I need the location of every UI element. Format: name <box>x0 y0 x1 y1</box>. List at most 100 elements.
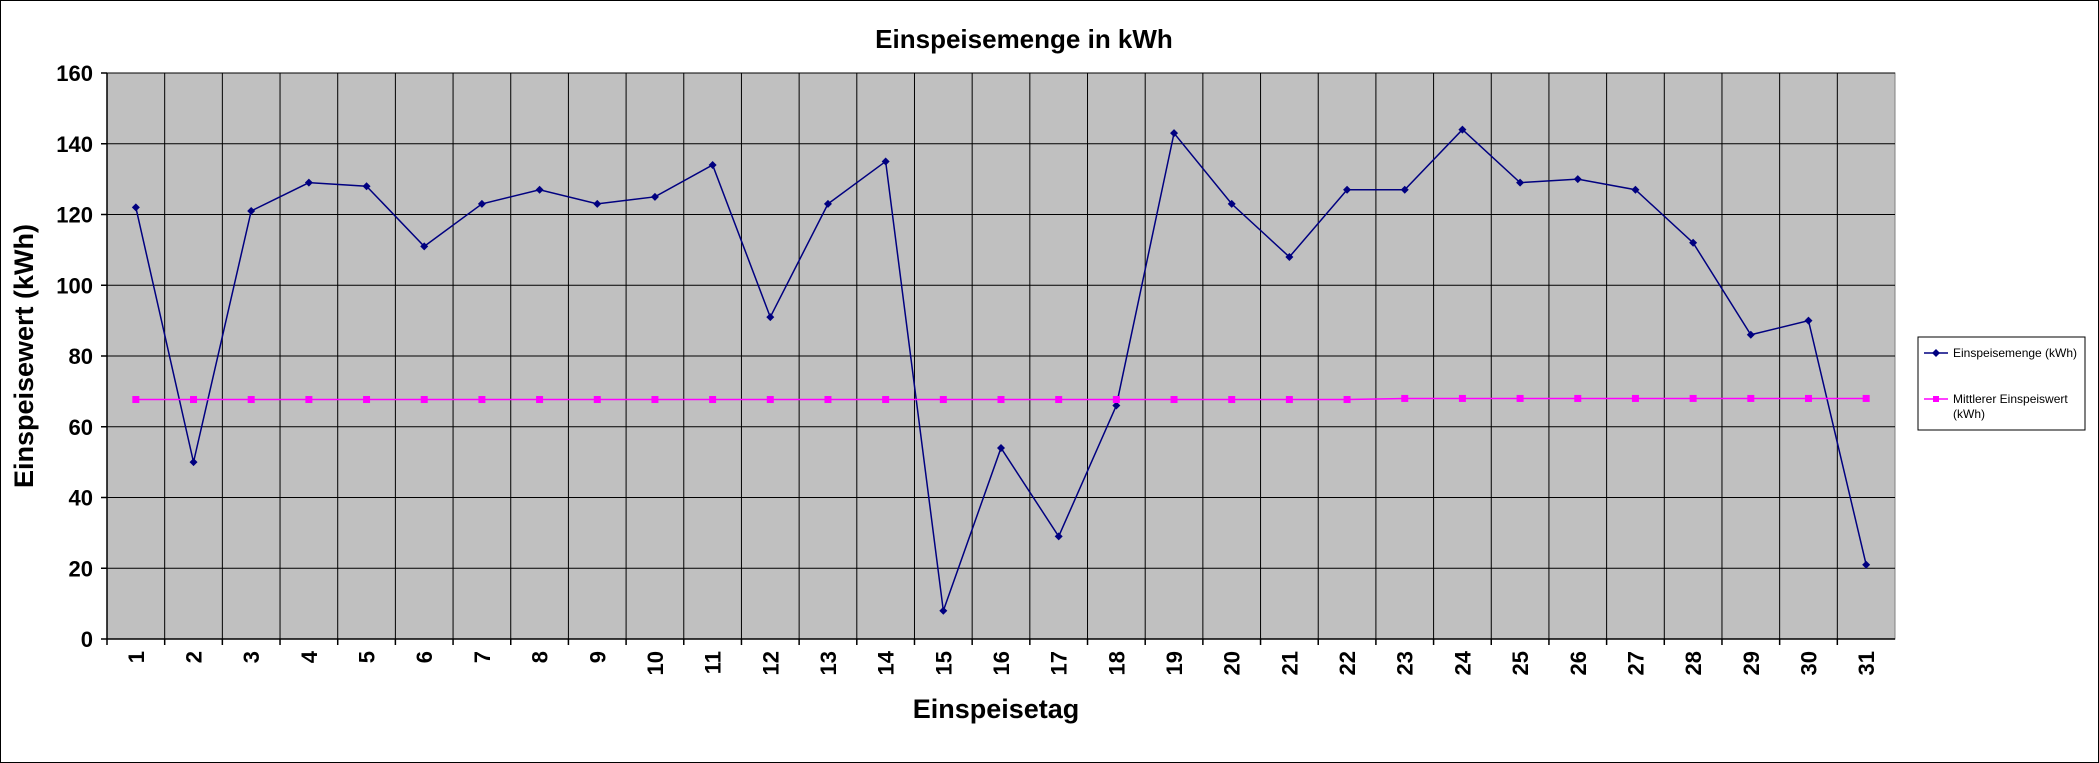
data-point <box>882 396 890 404</box>
x-tick-label: 5 <box>355 651 380 663</box>
data-point <box>1170 396 1178 404</box>
data-point <box>1689 238 1698 247</box>
data-point <box>536 396 544 404</box>
x-tick-label: 27 <box>1623 651 1648 675</box>
data-point <box>997 443 1005 452</box>
data-point <box>1862 560 1871 569</box>
x-tick-label: 6 <box>412 651 437 663</box>
data-point <box>1689 394 1697 402</box>
legend-marker-mittlerer <box>1933 396 1939 402</box>
y-tick-label: 100 <box>56 273 93 298</box>
y-tick-label: 40 <box>69 486 93 511</box>
data-point <box>1458 125 1467 134</box>
y-tick-label: 160 <box>56 61 93 86</box>
legend-marker-einspeisemenge <box>1932 349 1940 357</box>
data-point <box>1574 394 1582 402</box>
data-point <box>766 396 774 404</box>
data-point <box>1343 185 1352 194</box>
gridlines <box>106 72 1895 640</box>
y-tick-label: 140 <box>56 132 93 157</box>
legend-label-einspeisemenge: Einspeisemenge (kWh) <box>1953 346 2077 360</box>
x-tick-label: 9 <box>585 651 610 663</box>
x-tick-label: 20 <box>1220 651 1245 675</box>
x-tick-label: 14 <box>874 650 899 675</box>
chart-title: Einspeisemenge in kWh <box>875 24 1173 54</box>
x-tick-label: 17 <box>1047 651 1072 675</box>
x-tick-label: 28 <box>1681 651 1706 675</box>
data-point <box>1112 396 1120 404</box>
x-axis-ticks: 1 2 3 4 5 6 7 8 9 10 11 12 13 14 15 16 17 18 19 20 21 22 23 24 2… <box>106 639 1879 675</box>
data-point <box>190 396 198 404</box>
data-point <box>766 313 775 322</box>
legend: Einspeisemenge (kWh) Mittlerer Einspeisw… <box>1917 336 2086 431</box>
x-tick-label: 8 <box>528 651 553 663</box>
data-point <box>1746 330 1755 339</box>
legend-label-mittlerer-line1: Mittlerer Einspeiswert <box>1953 392 2068 406</box>
data-point <box>131 203 140 212</box>
data-point <box>1573 175 1582 184</box>
data-point <box>247 206 256 215</box>
x-tick-label: 25 <box>1508 651 1533 675</box>
x-tick-label: 12 <box>758 651 783 675</box>
data-point <box>304 178 313 187</box>
x-tick-label: 18 <box>1104 651 1129 675</box>
y-axis-title: Einspeisewert (kWh) <box>9 224 39 488</box>
x-tick-label: 1 <box>124 651 149 663</box>
x-tick-label: 22 <box>1335 651 1360 675</box>
data-point <box>420 242 429 251</box>
y-axis-ticks: 0 20 40 60 80 100 120 140 160 <box>56 61 107 652</box>
data-point <box>1631 185 1640 194</box>
data-point <box>823 199 832 208</box>
x-tick-label: 13 <box>816 651 841 675</box>
x-tick-label: 26 <box>1566 651 1591 675</box>
x-tick-label: 16 <box>989 651 1014 675</box>
x-tick-label: 21 <box>1277 651 1302 675</box>
data-point <box>1285 396 1293 404</box>
data-point <box>132 396 140 404</box>
data-point <box>1458 394 1466 402</box>
data-point <box>997 396 1005 404</box>
data-point <box>1112 401 1121 410</box>
y-tick-label: 60 <box>69 415 93 440</box>
y-tick-label: 0 <box>81 627 93 652</box>
series-layer <box>131 125 1871 615</box>
data-point <box>939 396 947 404</box>
data-point <box>709 396 717 404</box>
data-point <box>1862 394 1870 402</box>
x-tick-label: 2 <box>182 651 207 663</box>
legend-label-mittlerer-line2: (kWh) <box>1953 407 1985 421</box>
x-tick-label: 30 <box>1796 651 1821 675</box>
data-point <box>1228 396 1236 404</box>
data-point <box>1747 394 1755 402</box>
data-point <box>1170 129 1179 138</box>
data-point <box>881 157 890 166</box>
data-point <box>1804 394 1812 402</box>
data-point <box>305 396 313 404</box>
data-point <box>535 185 544 194</box>
data-point <box>1804 316 1813 325</box>
data-point <box>189 458 198 467</box>
x-tick-label: 29 <box>1739 651 1764 675</box>
x-tick-label: 15 <box>931 651 956 675</box>
x-tick-label: 23 <box>1393 651 1418 675</box>
y-tick-label: 20 <box>69 556 93 581</box>
x-tick-label: 10 <box>643 651 668 675</box>
x-tick-label: 4 <box>297 650 322 663</box>
data-point <box>1516 394 1524 402</box>
y-tick-label: 80 <box>69 344 93 369</box>
data-point <box>593 199 602 208</box>
x-tick-label: 7 <box>470 651 495 663</box>
data-point <box>478 396 486 404</box>
data-point <box>708 160 717 169</box>
data-point <box>1227 199 1236 208</box>
x-tick-label: 24 <box>1450 650 1475 675</box>
y-tick-label: 120 <box>56 203 93 228</box>
data-point <box>1631 394 1639 402</box>
data-point <box>1285 252 1294 261</box>
data-point <box>1055 396 1063 404</box>
data-point <box>1401 394 1409 402</box>
data-point <box>1054 532 1063 541</box>
data-point <box>1400 185 1409 194</box>
x-tick-label: 19 <box>1162 651 1187 675</box>
